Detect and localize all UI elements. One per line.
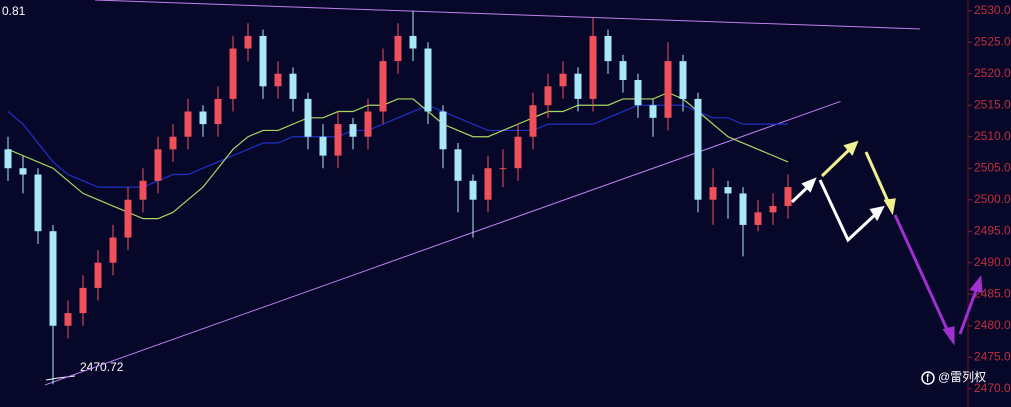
candle-body <box>109 237 117 263</box>
candle-body <box>664 61 672 118</box>
candle-body <box>589 35 597 99</box>
y-tick-label: 2525.0 <box>974 34 1011 48</box>
candle-body <box>709 187 717 200</box>
candle-body <box>94 262 102 288</box>
candle-body <box>79 287 87 314</box>
candle-body <box>754 212 762 225</box>
candle-body <box>184 111 192 137</box>
low-label: 2470.72 <box>80 360 124 374</box>
candle-body <box>4 149 12 169</box>
candle-body <box>409 35 417 49</box>
watermark: f @雷列权 <box>921 370 986 385</box>
candle-body <box>724 187 732 194</box>
y-tick-label: 2470.0 <box>974 381 1011 395</box>
candle-body <box>424 48 432 112</box>
candle-body <box>364 111 372 137</box>
corner-label: 0.81 <box>2 4 26 18</box>
candle-body <box>49 231 57 326</box>
candle-body <box>229 48 237 99</box>
projection-arrows <box>790 140 983 346</box>
candle-body <box>169 136 177 150</box>
candle-body <box>64 313 72 326</box>
candle-body <box>19 168 27 175</box>
y-tick-label: 2530.0 <box>974 3 1011 17</box>
y-tick-label: 2515.0 <box>974 97 1011 111</box>
watermark-text: @雷列权 <box>938 370 986 384</box>
candle-body <box>574 73 582 99</box>
candle-body <box>304 98 312 137</box>
candle-body <box>739 193 747 225</box>
candle-body <box>769 206 777 213</box>
trendline <box>44 100 841 386</box>
moving-average <box>7 91 789 220</box>
candle-body <box>214 98 222 125</box>
candle-body <box>439 111 447 150</box>
candle-body <box>469 180 477 200</box>
y-tick-label: 2500.0 <box>974 192 1011 206</box>
candle-body <box>334 124 342 156</box>
candle-body <box>649 105 657 118</box>
y-tick-label: 2495.0 <box>974 223 1011 237</box>
candle-body <box>394 35 402 62</box>
y-tick-label: 2490.0 <box>974 255 1011 269</box>
candle-body <box>124 199 132 238</box>
candle-body <box>379 61 387 112</box>
y-tick-label: 2485.0 <box>974 286 1011 300</box>
candle-body <box>634 80 642 106</box>
candle-body <box>34 174 42 232</box>
candle-body <box>514 136 522 169</box>
candle-body <box>274 73 282 87</box>
candle-body <box>349 124 357 137</box>
candle-body <box>604 35 612 62</box>
candle-body <box>544 86 552 106</box>
y-tick-label: 2520.0 <box>974 66 1011 80</box>
y-tick-label: 2505.0 <box>974 160 1011 174</box>
candle-body <box>139 180 147 200</box>
moving-average <box>7 104 788 188</box>
candle-body <box>259 35 267 87</box>
candle-body <box>559 73 567 87</box>
candle-body <box>244 35 252 49</box>
y-tick-label: 2510.0 <box>974 129 1011 143</box>
candle-body <box>784 187 792 207</box>
candle-body <box>289 73 297 99</box>
candle-body <box>199 111 207 125</box>
candle-body <box>679 61 687 99</box>
candle-body <box>484 168 492 200</box>
candle-body <box>319 136 327 156</box>
candle-body <box>619 61 627 81</box>
candle-body <box>454 149 462 181</box>
candle-body <box>529 105 537 137</box>
y-tick-label: 2475.0 <box>974 349 1011 363</box>
candle-body <box>499 168 507 170</box>
candle-body <box>154 149 162 181</box>
candle-body <box>694 98 702 200</box>
watermark-icon: f <box>926 371 930 385</box>
trendline <box>94 0 921 30</box>
y-tick-label: 2480.0 <box>974 318 1011 332</box>
